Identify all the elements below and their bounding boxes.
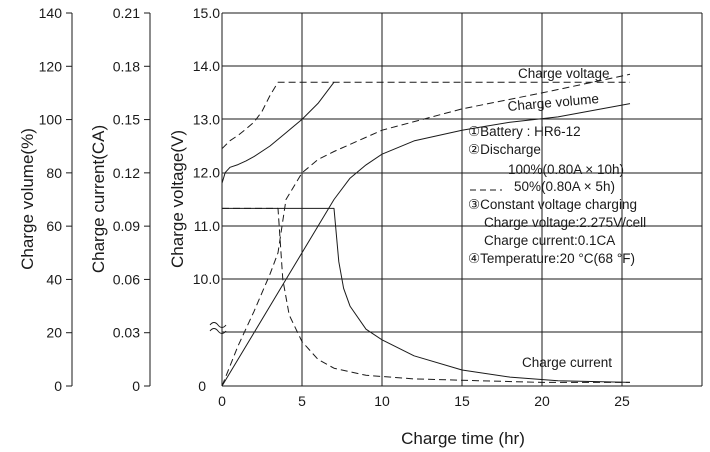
series-current-50pct xyxy=(222,207,630,383)
voltage-tick-label: 15.0 xyxy=(193,5,220,21)
x-tick-label: 5 xyxy=(298,393,306,409)
curve-label-volume: Charge volume xyxy=(507,91,600,114)
volume-tick-label: 60 xyxy=(46,218,62,234)
volume-tick-label: 0 xyxy=(54,378,62,394)
legend-cv-title: ③Constant voltage charging xyxy=(468,197,637,212)
series-current-100pct xyxy=(222,207,631,383)
legend-temperature: ④Temperature:20 °C(68 °F) xyxy=(468,251,635,266)
volume-tick-label: 40 xyxy=(46,271,62,287)
volume-tick-label: 80 xyxy=(46,165,62,181)
current-tick-label: 0.09 xyxy=(113,218,140,234)
volume-tick-label: 140 xyxy=(39,5,63,21)
axis-break-mark xyxy=(209,322,227,328)
legend-discharge-50: 50%(0.80A × 5h) xyxy=(514,179,615,194)
legend-cv-current: Charge current:0.1CA xyxy=(484,233,615,248)
x-axis-label: Charge time (hr) xyxy=(401,429,525,448)
current-tick-label: 0.21 xyxy=(113,5,140,21)
x-tick-label: 10 xyxy=(374,393,390,409)
current-tick-label: 0.06 xyxy=(113,271,140,287)
axes: 10.011.012.013.014.015.00020406080100120… xyxy=(39,5,702,409)
current-tick-label: 0.03 xyxy=(113,325,140,341)
volume-tick-label: 20 xyxy=(46,325,62,341)
legend-discharge-100: 100%(0.80A × 10h) xyxy=(508,162,624,177)
voltage-tick-label: 10.0 xyxy=(193,271,220,287)
voltage-tick-label: 13.0 xyxy=(193,111,220,127)
current-tick-label: 0.15 xyxy=(113,112,140,128)
current-tick-label: 0 xyxy=(132,378,140,394)
axis-break-mark xyxy=(209,328,227,334)
voltage-tick-label: 11.0 xyxy=(194,218,220,234)
series-volume-100pct xyxy=(221,103,631,387)
labels: Charge time (hr) Charge volume(%) Charge… xyxy=(18,66,646,448)
legend-discharge: ②Discharge xyxy=(468,142,541,157)
grid xyxy=(221,12,703,386)
y-axis-label-current: Charge current(CA) xyxy=(89,125,108,273)
legend-battery: ①Battery : HR6-12 xyxy=(468,124,581,139)
x-tick-label: 20 xyxy=(534,393,550,409)
voltage-tick-label: 0 xyxy=(198,378,206,394)
curve-label-current: Charge current xyxy=(522,355,612,370)
series-voltage-50pct xyxy=(221,81,630,150)
x-tick-label: 25 xyxy=(614,393,630,409)
current-tick-label: 0.12 xyxy=(113,165,140,181)
series-lines xyxy=(221,73,631,387)
voltage-tick-label: 14.0 xyxy=(193,58,220,74)
voltage-tick-label: 12.0 xyxy=(193,165,220,181)
x-tick-label: 0 xyxy=(218,393,226,409)
curve-label-voltage: Charge voltage xyxy=(518,66,610,81)
volume-tick-label: 100 xyxy=(39,112,63,128)
current-tick-label: 0.18 xyxy=(113,58,140,74)
series-voltage-100pct xyxy=(221,81,335,184)
y-axis-label-volume: Charge volume(%) xyxy=(18,128,37,270)
volume-tick-label: 120 xyxy=(39,58,63,74)
series-volume-50pct xyxy=(221,73,631,387)
y-axis-label-voltage: Charge voltage(V) xyxy=(168,130,187,268)
legend-cv-voltage: Charge voltage:2.275V/cell xyxy=(484,215,646,230)
x-tick-label: 15 xyxy=(454,393,470,409)
